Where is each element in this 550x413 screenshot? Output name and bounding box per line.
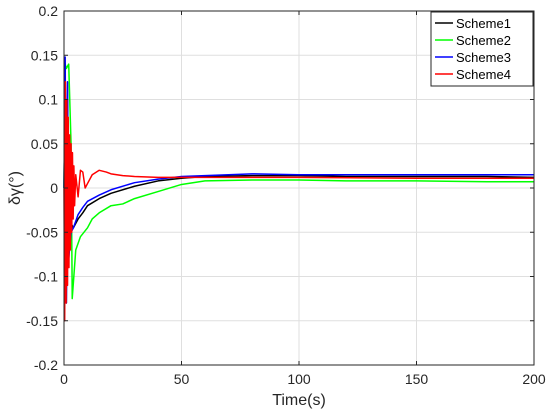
y-tick-label: -0.2 — [34, 357, 58, 373]
series-line-scheme2 — [63, 63, 534, 300]
axis-ticks: 0 50 100 150 200 -0.2 -0.15 -0.1 -0.05 0 0.05 0.1 0.… — [26, 3, 546, 387]
legend: Scheme1 Scheme2 Scheme3 Scheme4 — [430, 11, 534, 87]
x-tick-label: 100 — [287, 371, 311, 387]
series-line-scheme4 — [63, 81, 534, 322]
x-tick-label: 200 — [522, 371, 546, 387]
legend-label: Scheme3 — [456, 50, 511, 65]
y-axis-label: δγ(°) — [7, 171, 24, 205]
x-tick-label: 50 — [174, 371, 190, 387]
y-tick-label: 0 — [50, 180, 58, 196]
series-lines — [63, 56, 535, 322]
y-tick-label: 0.15 — [31, 47, 58, 63]
y-tick-label: -0.15 — [26, 313, 58, 329]
x-tick-label: 0 — [60, 371, 68, 387]
legend-label: Scheme1 — [456, 16, 511, 31]
x-tick-label: 150 — [405, 371, 429, 387]
y-tick-label: 0.2 — [39, 3, 59, 19]
y-tick-label: 0.1 — [39, 92, 59, 108]
y-tick-label: 0.05 — [31, 136, 58, 152]
y-tick-label: -0.05 — [26, 224, 58, 240]
legend-label: Scheme2 — [456, 33, 511, 48]
legend-label: Scheme4 — [456, 67, 511, 82]
y-tick-label: -0.1 — [34, 269, 58, 285]
x-axis-label: Time(s) — [272, 392, 326, 409]
